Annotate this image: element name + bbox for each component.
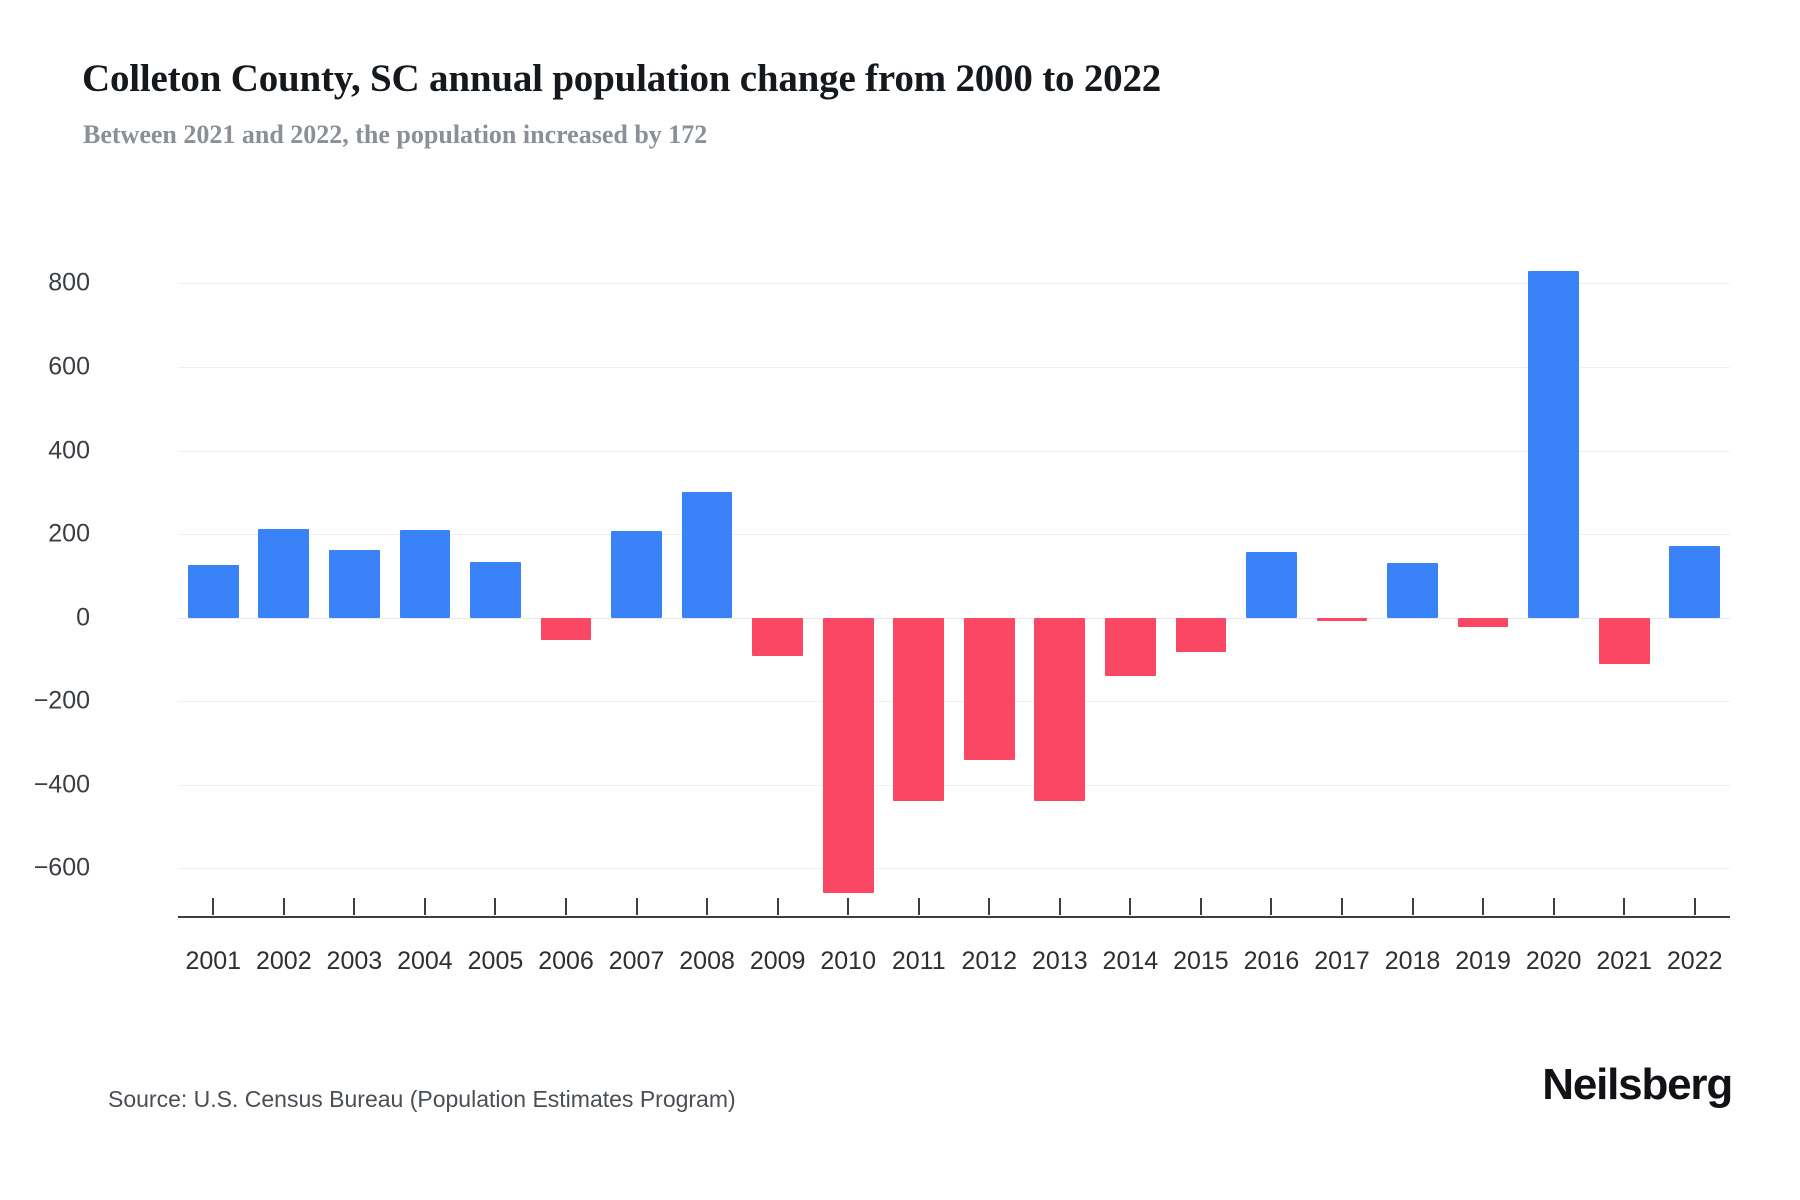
x-axis-tick-mark <box>212 898 215 915</box>
x-axis-tick-label-2002: 2002 <box>256 947 312 975</box>
x-axis-tick-mark <box>917 898 920 915</box>
bar-2004[interactable] <box>399 529 451 618</box>
x-axis-tick-mark <box>565 898 567 915</box>
bar-2005[interactable] <box>470 562 521 618</box>
y-axis-tick-label: 200 <box>48 519 90 548</box>
bar-2022[interactable] <box>1669 545 1721 618</box>
gridline <box>178 366 1730 368</box>
gridline <box>178 784 1730 786</box>
bar-2007[interactable] <box>611 530 662 618</box>
x-axis-tick-mark <box>706 898 709 915</box>
x-axis-tick-label-2007: 2007 <box>608 947 665 975</box>
x-axis-tick-mark <box>1623 898 1626 915</box>
x-axis-tick-label-2009: 2009 <box>749 947 806 975</box>
x-axis-tick-mark <box>1482 898 1485 915</box>
x-axis-tick-mark <box>1058 898 1061 915</box>
bar-2002[interactable] <box>258 528 310 618</box>
plot-area: 800 600 400 200 0 −200 −400 −600 2001 2002 2003 20… <box>34 250 1730 975</box>
y-axis-tick-label: −200 <box>33 686 90 715</box>
brand-logo: Neilsberg <box>1542 1060 1733 1109</box>
page-subtitle: Between 2021 and 2022, the population in… <box>83 120 708 149</box>
bar-2008[interactable] <box>681 492 733 618</box>
y-axis-tick-label: 400 <box>48 436 90 464</box>
x-axis-tick-label-2004: 2004 <box>397 947 453 975</box>
bar-2012[interactable] <box>963 617 1015 760</box>
x-axis-tick-label-2014: 2014 <box>1102 947 1159 975</box>
bar-2003[interactable] <box>328 549 380 618</box>
bar-2019[interactable] <box>1457 617 1509 628</box>
x-axis-tick-label-2015: 2015 <box>1173 947 1229 975</box>
x-axis-tick-mark <box>353 898 356 915</box>
x-axis-tick-mark <box>1270 898 1273 915</box>
x-axis-tick-mark <box>1341 898 1343 915</box>
bar-2015[interactable] <box>1175 617 1227 653</box>
bar-2021[interactable] <box>1598 617 1650 664</box>
x-axis-tick-label-2016: 2016 <box>1243 947 1300 975</box>
x-axis-tick-label-2008: 2008 <box>679 947 735 975</box>
x-axis-tick-mark <box>423 898 426 915</box>
y-axis-tick-label: −400 <box>33 770 90 799</box>
x-axis-tick-mark <box>282 898 285 915</box>
x-axis-tick-label-2020: 2020 <box>1525 947 1582 975</box>
bar-2011[interactable] <box>893 617 945 802</box>
x-axis-tick-label-2022: 2022 <box>1666 947 1723 975</box>
x-axis-tick-label-2017: 2017 <box>1314 947 1370 975</box>
bar-2010[interactable] <box>822 617 874 894</box>
x-axis-tick-label-2018: 2018 <box>1384 947 1441 975</box>
gridline <box>178 617 1730 619</box>
x-axis-tick-label-2005: 2005 <box>467 947 524 975</box>
x-axis-tick-mark <box>988 898 991 915</box>
x-axis-tick-mark <box>1129 898 1132 915</box>
y-axis-tick-label: 800 <box>48 268 90 297</box>
gridline <box>178 701 1730 703</box>
gridline <box>178 283 1730 285</box>
bar-2017[interactable] <box>1316 617 1368 621</box>
gridline <box>178 868 1730 870</box>
x-axis-tick-label-2021: 2021 <box>1596 947 1652 975</box>
x-axis-tick-mark <box>847 898 850 915</box>
x-axis-tick-label-2001: 2001 <box>185 947 242 975</box>
x-axis-tick-mark <box>1411 898 1414 915</box>
x-axis-tick-mark <box>1199 898 1202 915</box>
bar-2014[interactable] <box>1104 617 1156 677</box>
bar-2016[interactable] <box>1246 552 1297 618</box>
x-axis-tick-mark <box>1693 898 1696 915</box>
y-axis-tick-label: 600 <box>48 352 90 381</box>
bar-2018[interactable] <box>1387 563 1438 618</box>
x-axis-tick-label-2013: 2013 <box>1032 947 1088 975</box>
x-axis-tick-mark <box>776 898 779 915</box>
bar-2013[interactable] <box>1034 617 1086 801</box>
x-axis-tick-label-2010: 2010 <box>820 947 876 975</box>
x-axis-tick-mark <box>494 898 497 915</box>
x-axis-tick-label-2019: 2019 <box>1455 947 1511 975</box>
x-axis-tick-label-2003: 2003 <box>326 947 383 975</box>
gridline <box>178 450 1730 452</box>
bar-2009[interactable] <box>752 617 804 656</box>
bar-2001[interactable] <box>187 564 239 618</box>
x-axis-tick-mark <box>1552 898 1555 915</box>
x-axis-tick-label-2011: 2011 <box>891 947 946 975</box>
x-axis-line <box>178 916 1730 918</box>
y-axis-tick-label: 0 <box>76 603 90 632</box>
x-axis-tick-mark <box>635 898 638 915</box>
source-note: Source: U.S. Census Bureau (Population E… <box>108 1086 736 1112</box>
bar-2020[interactable] <box>1528 271 1580 618</box>
x-axis-tick-label-2006: 2006 <box>538 947 594 975</box>
x-axis-tick-label-2012: 2012 <box>961 947 1018 975</box>
bar-2006[interactable] <box>540 617 592 641</box>
bar-series <box>178 250 1730 910</box>
y-axis-tick-label: −600 <box>33 853 90 882</box>
gridline <box>178 534 1730 536</box>
page-title: Colleton County, SC annual population ch… <box>82 57 1162 100</box>
